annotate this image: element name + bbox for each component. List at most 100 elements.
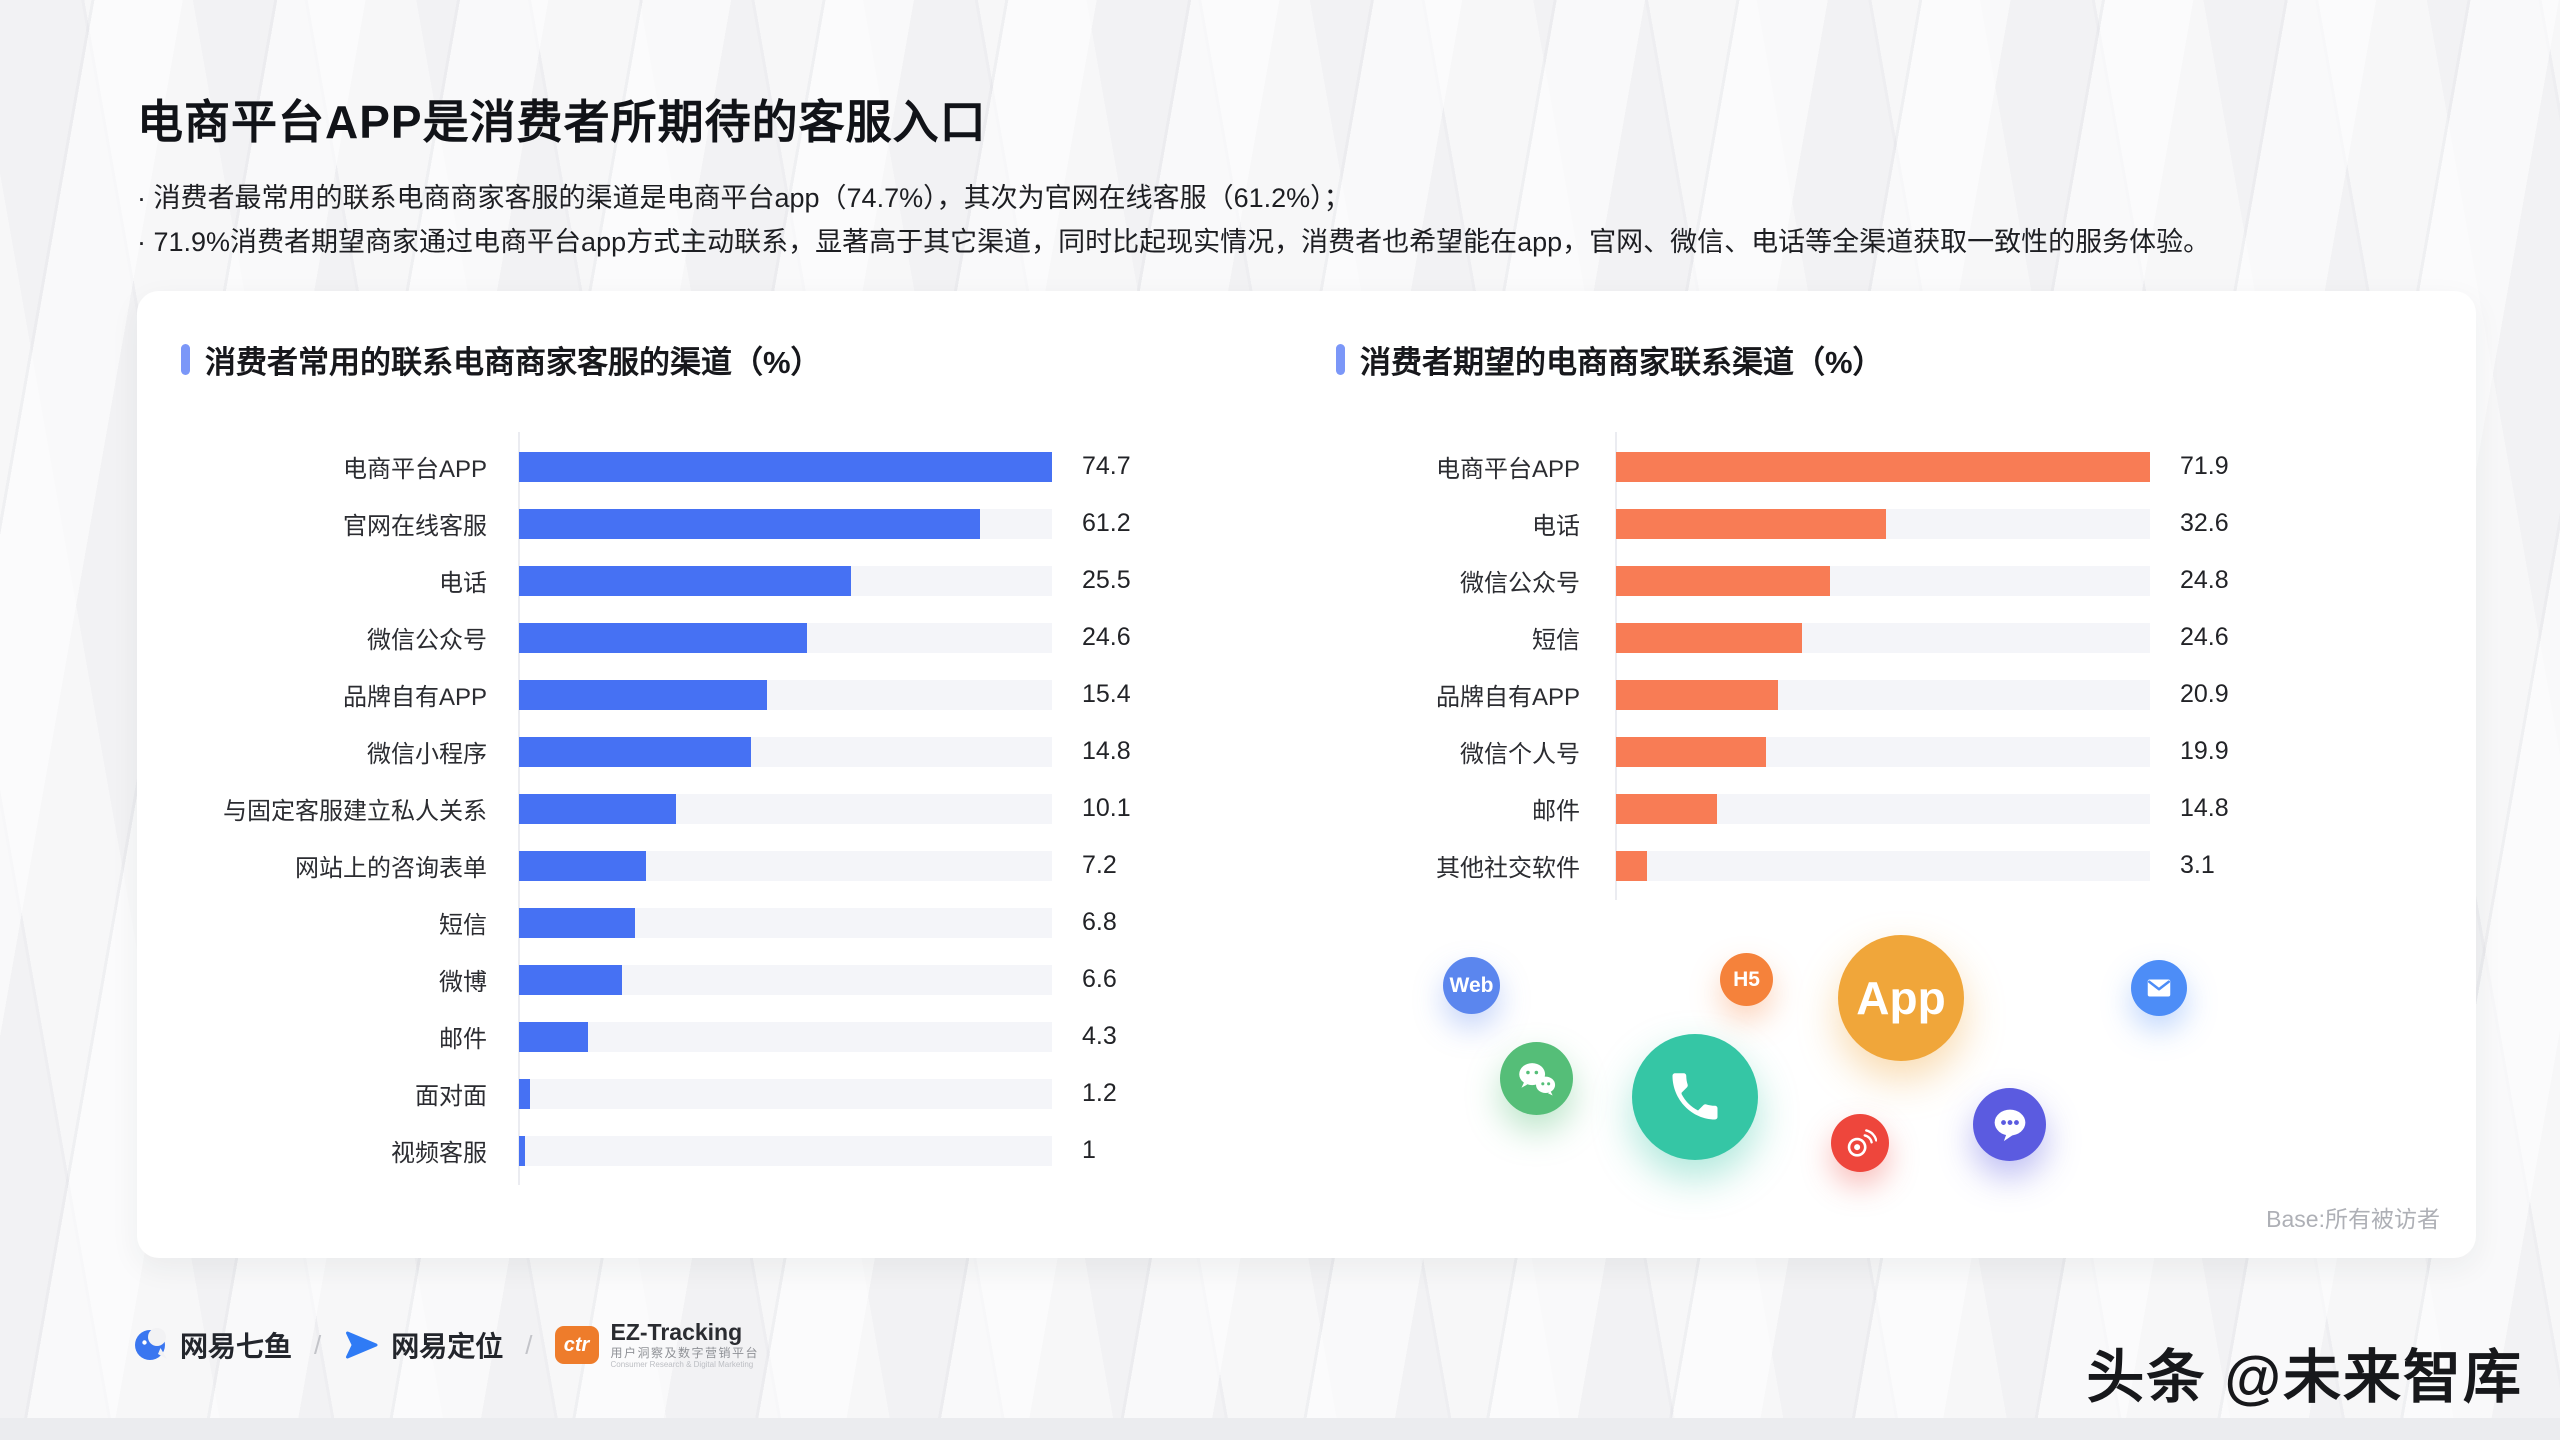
- chart-title-right: 消费者期望的电商商家联系渠道（%）: [1336, 337, 2476, 382]
- bar-track: [519, 793, 1052, 824]
- email-icon: [2131, 960, 2187, 1016]
- bar-row: 电商平台APP 74.7: [181, 438, 1321, 495]
- bar-category-label: 品牌自有APP: [342, 684, 487, 711]
- bar-row: 微信小程序 14.8: [181, 723, 1321, 780]
- bar-fill: [519, 964, 622, 995]
- bar-track: [519, 1021, 1052, 1052]
- footer-logos: 网易七鱼 / 网易定位 / ctr EZ-Tracking 用户洞察及数字营销平…: [132, 1319, 760, 1370]
- dingwei-logo: 网易定位: [343, 1325, 503, 1365]
- watermark: 头条 @未来智库: [2086, 1345, 2523, 1410]
- base-note: Base:所有被访者: [2266, 1206, 2440, 1232]
- bar-value-label: 61.2: [1082, 509, 1131, 537]
- chart-title-left: 消费者常用的联系电商商家客服的渠道（%）: [181, 337, 1321, 382]
- bar-row: 电话 25.5: [181, 552, 1321, 609]
- bar-value-label: 15.4: [1082, 680, 1131, 708]
- summary-bullets: · 消费者最常用的联系电商商家客服的渠道是电商平台app（74.7%），其次为官…: [137, 176, 2210, 264]
- bar-rows-left: 电商平台APP 74.7 官网在线客服 61.2 电话 25.5 微信公众号 2…: [181, 432, 1321, 1185]
- bar-value-label: 25.5: [1082, 566, 1131, 594]
- bar-track: [519, 622, 1052, 653]
- bar-category-label: 微信个人号: [1460, 741, 1580, 768]
- bar-category-label: 电商平台APP: [1435, 456, 1580, 483]
- bar-fill: [519, 1135, 526, 1166]
- bar-category-label: 官网在线客服: [343, 513, 487, 540]
- qiyu-label: 网易七鱼: [180, 1331, 293, 1363]
- bar-fill: [519, 622, 807, 653]
- bar-value-label: 19.9: [2180, 737, 2229, 765]
- wechat-icon: [1500, 1042, 1573, 1115]
- bar-fill: [519, 850, 647, 881]
- bar-value-label: 10.1: [1082, 794, 1131, 822]
- bar-category-label: 品牌自有APP: [1435, 684, 1580, 711]
- bar-category-label: 与固定客服建立私人关系: [223, 798, 487, 825]
- bar-category-label: 视频客服: [391, 1140, 487, 1167]
- bar-row: 微博 6.6: [181, 951, 1321, 1008]
- app-channel-icon: App: [1838, 935, 1964, 1061]
- bottom-strip: [0, 1418, 2560, 1440]
- dingwei-label: 网易定位: [391, 1331, 504, 1363]
- ez-name: EZ-Tracking: [610, 1319, 743, 1345]
- bar-category-label: 短信: [439, 912, 487, 939]
- bar-fill: [519, 736, 751, 767]
- bar-fill: [519, 793, 676, 824]
- bar-track: [519, 907, 1052, 938]
- bar-fill: [519, 508, 981, 539]
- bar-track: [519, 1135, 1052, 1166]
- bar-category-label: 电话: [1532, 513, 1580, 540]
- bar-category-label: 微信公众号: [367, 627, 487, 654]
- bar-category-label: 微信公众号: [1460, 570, 1580, 597]
- bar-track: [519, 850, 1052, 881]
- chart-expected-channels: 消费者期望的电商商家联系渠道（%） 电商平台APP 71.9 电话 32.6 微…: [1336, 337, 2476, 900]
- bar-category-label: 网站上的咨询表单: [295, 855, 487, 882]
- bar-value-label: 7.2: [1082, 851, 1117, 879]
- bar-track: [519, 451, 1052, 482]
- bar-category-label: 电商平台APP: [342, 456, 487, 483]
- chat-bubble-glyph: [1994, 1109, 2025, 1141]
- bullet-1: · 消费者最常用的联系电商商家客服的渠道是电商平台app（74.7%），其次为官…: [137, 183, 1351, 213]
- bar-fill: [519, 451, 1052, 482]
- bar-track: [1616, 679, 2150, 710]
- bar-fill: [1616, 679, 1778, 710]
- accent-mark-icon: [1336, 344, 1345, 375]
- web-channel-icon: Web: [1443, 957, 1500, 1014]
- bar-row: 微信公众号 24.8: [1336, 552, 2476, 609]
- bar-value-label: 24.8: [2180, 566, 2229, 594]
- phone-icon: [1632, 1034, 1758, 1160]
- page-title: 电商平台APP是消费者所期待的客服入口: [137, 96, 987, 148]
- bar-row: 短信 6.8: [181, 894, 1321, 951]
- bar-track: [519, 679, 1052, 710]
- qiyu-fish-icon: [135, 1328, 167, 1361]
- bullet-2: · 71.9%消费者期望商家通过电商平台app方式主动联系，显著高于其它渠道，同…: [137, 227, 2211, 257]
- bar-row: 邮件 14.8: [1336, 780, 2476, 837]
- bar-fill: [519, 565, 852, 596]
- ez-subtitle-en: Consumer Research & Digital Marketing: [610, 1360, 754, 1370]
- bar-fill: [1616, 622, 1803, 653]
- bar-row: 与固定客服建立私人关系 10.1: [181, 780, 1321, 837]
- ez-tracking-logo: ctr EZ-Tracking 用户洞察及数字营销平台 Consumer Res…: [554, 1319, 760, 1370]
- bar-category-label: 邮件: [439, 1026, 487, 1053]
- bar-row: 电话 32.6: [1336, 495, 2476, 552]
- bar-fill: [1616, 736, 1767, 767]
- bar-track: [519, 736, 1052, 767]
- bar-fill: [1616, 793, 1718, 824]
- bar-category-label: 微信小程序: [367, 741, 487, 768]
- qiyu-logo: 网易七鱼: [132, 1325, 292, 1365]
- bar-row: 视频客服 1: [181, 1122, 1321, 1179]
- bar-track: [1616, 451, 2150, 482]
- bar-category-label: 微博: [439, 969, 487, 996]
- bar-value-label: 20.9: [2180, 680, 2229, 708]
- chat-dots-icon: [1973, 1088, 2046, 1161]
- bar-value-label: 3.1: [2180, 851, 2215, 879]
- accent-mark-icon: [181, 344, 190, 375]
- bar-value-label: 24.6: [1082, 623, 1131, 651]
- bar-row: 微信公众号 24.6: [181, 609, 1321, 666]
- bar-fill: [1616, 850, 1647, 881]
- bar-track: [1616, 622, 2150, 653]
- bar-value-label: 1: [1082, 1136, 1096, 1164]
- bar-value-label: 1.2: [1082, 1079, 1117, 1107]
- bar-fill: [519, 1078, 531, 1109]
- bar-value-label: 71.9: [2180, 452, 2229, 480]
- app-label: App: [1856, 972, 1946, 1024]
- bar-track: [1616, 736, 2150, 767]
- bar-track: [1616, 793, 2150, 824]
- chart-title-left-text: 消费者常用的联系电商商家客服的渠道（%）: [205, 345, 822, 380]
